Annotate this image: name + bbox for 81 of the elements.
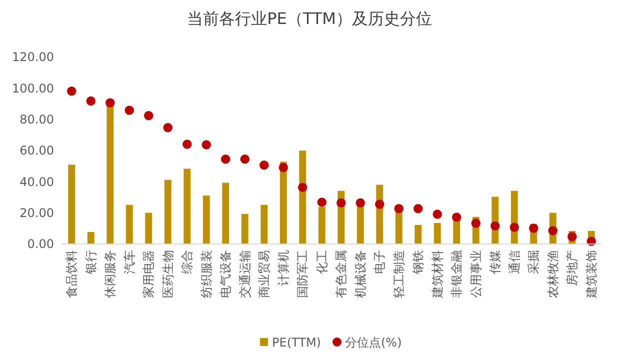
- point: [260, 160, 269, 170]
- point: [202, 140, 211, 150]
- x-tick-label: 通信: [507, 250, 522, 274]
- x-tick-label: 机械设备: [353, 250, 368, 298]
- x-tick-label: 公用事业: [468, 250, 483, 298]
- bar: [87, 232, 94, 244]
- x-tick-label: 轻工制造: [392, 250, 406, 298]
- point: [144, 110, 154, 120]
- bar: [164, 180, 172, 244]
- point: [471, 218, 480, 228]
- point: [356, 198, 365, 208]
- bar: [318, 206, 326, 244]
- x-tick-label: 商业贸易: [257, 250, 272, 298]
- point: [298, 182, 308, 192]
- legend-label: 分位点(%): [345, 336, 402, 350]
- bar: [184, 168, 191, 244]
- x-tick-label: 汽车: [122, 250, 136, 274]
- x-tick-label: 建筑装饰: [584, 250, 598, 299]
- x-tick-label: 非银金融: [450, 250, 464, 298]
- point: [375, 200, 384, 209]
- point: [548, 226, 558, 236]
- bar: [260, 204, 268, 244]
- point: [414, 204, 423, 214]
- x-tick-label: 休闲服务: [103, 250, 118, 298]
- x-tick-label: 电子: [372, 250, 387, 274]
- y-tick-label: 80.00: [20, 112, 54, 127]
- x-tick-label: 房地产: [565, 250, 580, 286]
- bar: [126, 204, 133, 244]
- bar: [299, 150, 306, 244]
- bar: [414, 224, 422, 244]
- point: [86, 96, 96, 106]
- bar: [280, 162, 287, 244]
- point: [394, 204, 404, 214]
- x-tick-label: 食品饮料: [64, 250, 79, 298]
- legend-label: PE(TTM): [272, 336, 321, 350]
- point: [432, 210, 442, 219]
- x-tick-label: 银行: [84, 250, 98, 275]
- bar: [222, 182, 230, 244]
- point: [317, 198, 326, 207]
- point: [182, 140, 192, 149]
- point: [67, 86, 76, 96]
- x-tick-label: 传媒: [488, 250, 502, 274]
- x-tick-label: 钢铁: [411, 250, 426, 275]
- bar: [145, 212, 152, 244]
- x-tick-label: 交通运输: [238, 250, 252, 298]
- point: [336, 198, 346, 208]
- point: [278, 162, 288, 172]
- point: [163, 122, 172, 132]
- x-tick-label: 医药生物: [160, 250, 175, 298]
- bar: [241, 214, 248, 244]
- bar: [202, 196, 210, 244]
- point: [452, 212, 462, 222]
- bar: [68, 164, 76, 244]
- y-tick-label: 100.00: [12, 81, 54, 96]
- y-tick-label: 0.00: [27, 237, 54, 252]
- y-tick-label: 20.00: [20, 206, 54, 220]
- point: [221, 154, 230, 164]
- bar: [356, 203, 364, 244]
- x-tick-label: 电气设备: [218, 250, 233, 298]
- point: [510, 222, 519, 232]
- x-tick-label: 建筑材料: [430, 250, 444, 299]
- point: [490, 221, 500, 231]
- y-tick-label: 60.00: [20, 144, 54, 158]
- x-tick-label: 农林牧渔: [546, 250, 560, 298]
- point: [568, 232, 577, 242]
- x-tick-label: 国防军工: [296, 250, 310, 298]
- x-tick-label: 有色金属: [334, 250, 348, 298]
- point: [106, 98, 115, 108]
- chart-title: 当前各行业PE（TTM）及历史分位: [187, 9, 432, 28]
- y-tick-label: 120.00: [12, 50, 54, 64]
- bar: [434, 222, 441, 244]
- x-tick-label: 家用电器: [142, 250, 156, 298]
- point: [124, 106, 134, 115]
- x-tick-label: 纺织服装: [199, 250, 214, 298]
- x-tick-label: 综合: [180, 250, 194, 274]
- point: [240, 154, 250, 164]
- x-tick-label: 化工: [314, 250, 329, 274]
- x-tick-label: 采掘: [526, 250, 541, 274]
- x-tick-label: 计算机: [276, 250, 290, 286]
- point: [529, 224, 538, 233]
- y-tick-label: 40.00: [20, 174, 54, 189]
